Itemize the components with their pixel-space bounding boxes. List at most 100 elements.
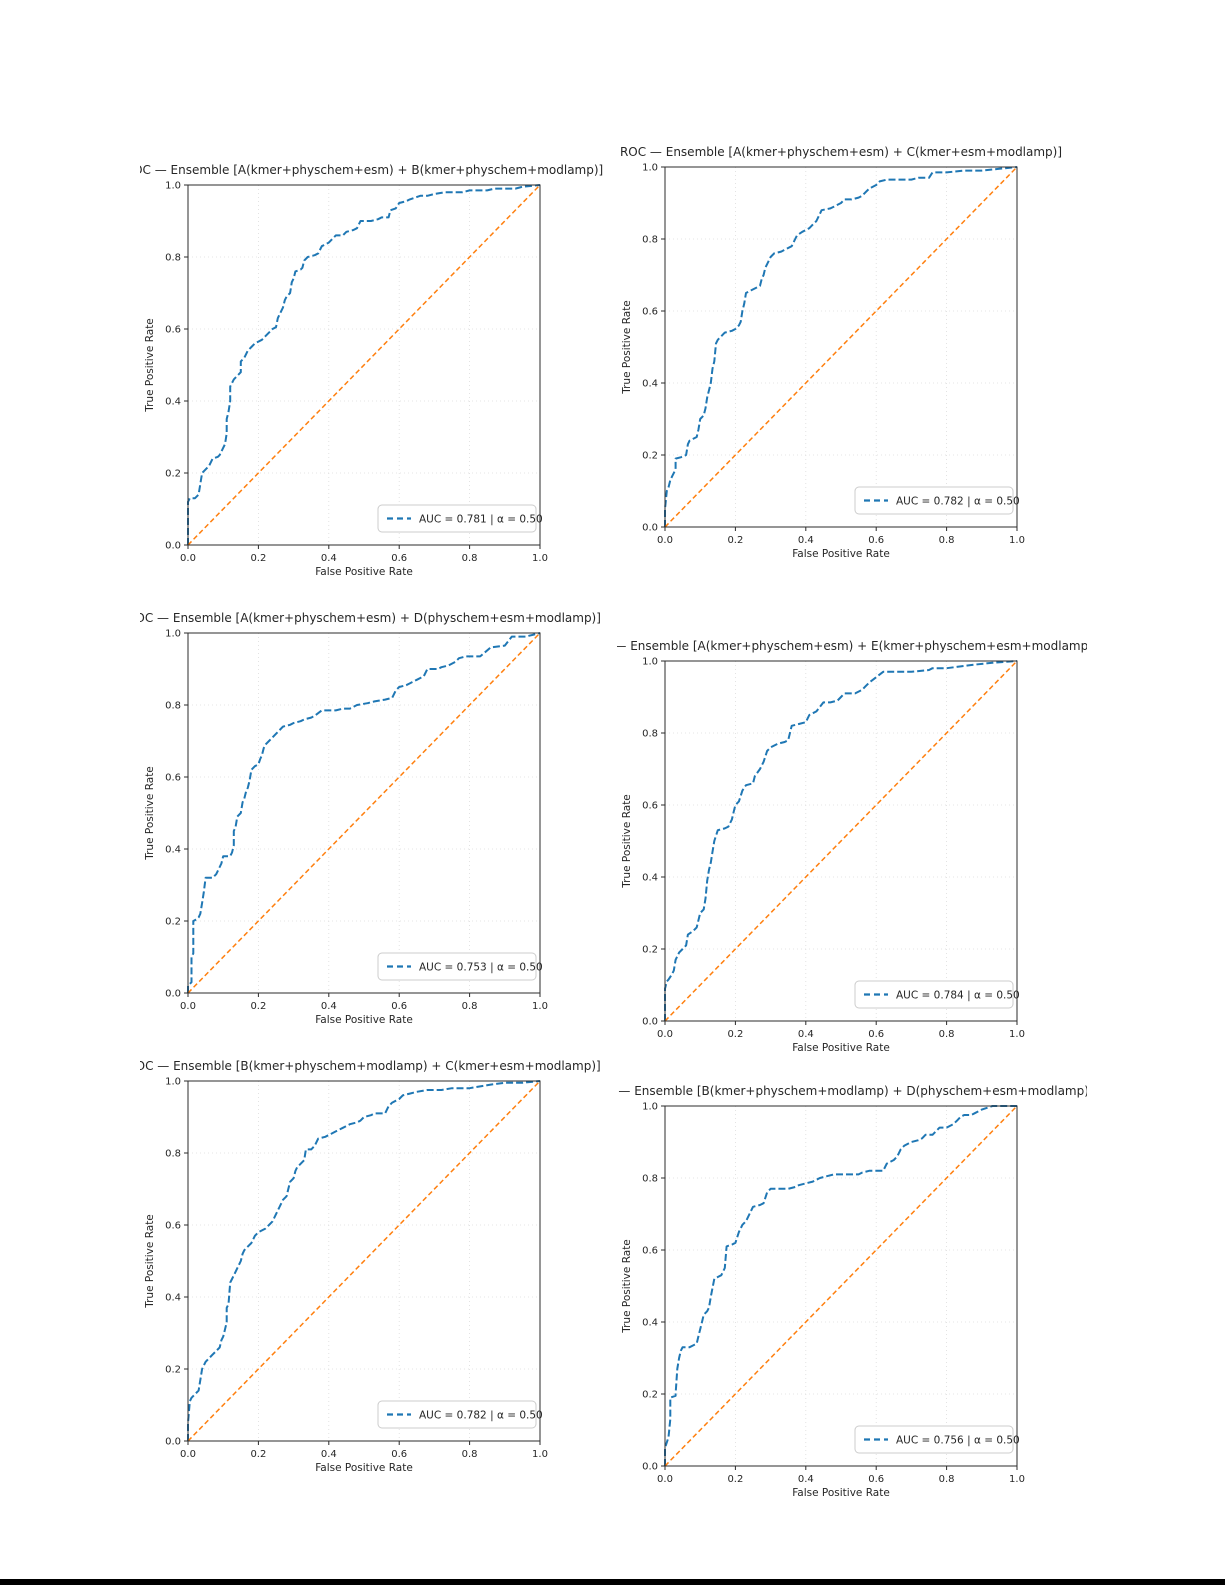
x-tick-label: 0.2 bbox=[727, 1474, 743, 1485]
y-tick-label: 0.4 bbox=[165, 845, 181, 856]
y-axis-label: True Positive Rate bbox=[144, 318, 156, 413]
roc-panel-5: 0.0 0.2 0.4 0.6 0.8 1.0 0.0 0.2 0.4 0.6 0.8 1.0 AUC … bbox=[140, 1053, 610, 1477]
y-axis-label: True Positive Rate bbox=[144, 766, 156, 861]
y-tick-label: 0.4 bbox=[642, 1318, 658, 1329]
x-tick-label: 1.0 bbox=[532, 1449, 548, 1460]
y-tick-label: 0.8 bbox=[165, 1149, 181, 1160]
roc-curve-line bbox=[187, 184, 541, 545]
roc-chart-2: 0.0 0.2 0.4 0.6 0.8 1.0 0.0 0.2 0.4 0.6 0.8 1.0 AUC … bbox=[620, 145, 1062, 560]
legend-label: AUC = 0.784 | α = 0.50 bbox=[896, 989, 1020, 1001]
plot-frame bbox=[664, 1105, 1018, 1467]
x-tick-label: 0.2 bbox=[250, 1001, 266, 1012]
x-tick-label: 0.4 bbox=[321, 1001, 337, 1012]
roc-curve-line bbox=[187, 632, 541, 993]
x-tick-label: 0.0 bbox=[180, 1001, 196, 1012]
y-tick-label: 0.0 bbox=[165, 541, 181, 552]
legend-label: AUC = 0.781 | α = 0.50 bbox=[419, 513, 543, 525]
x-tick-label: 0.0 bbox=[180, 1449, 196, 1460]
y-tick-label: 0.6 bbox=[642, 307, 658, 318]
x-tick-label: 0.2 bbox=[727, 535, 743, 546]
x-axis-label: False Positive Rate bbox=[792, 548, 890, 560]
legend-label: AUC = 0.756 | α = 0.50 bbox=[896, 1434, 1020, 1446]
x-tick-label: 0.0 bbox=[657, 1474, 673, 1485]
x-tick-label: 0.2 bbox=[250, 1449, 266, 1460]
x-tick-label: 1.0 bbox=[1009, 535, 1025, 546]
y-tick-label: 0.8 bbox=[642, 235, 658, 246]
x-tick-label: 0.0 bbox=[657, 535, 673, 546]
x-tick-label: 0.4 bbox=[798, 535, 814, 546]
y-tick-label: 0.6 bbox=[642, 801, 658, 812]
chance-diagonal-line bbox=[187, 632, 541, 994]
chance-diagonal-line bbox=[664, 166, 1018, 528]
y-tick-label: 0.0 bbox=[165, 1437, 181, 1448]
y-tick-label: 0.6 bbox=[165, 773, 181, 784]
legend-label: AUC = 0.782 | α = 0.50 bbox=[419, 1409, 543, 1421]
legend-box bbox=[377, 1400, 537, 1429]
y-tick-label: 0.2 bbox=[165, 1365, 181, 1376]
y-tick-label: 0.4 bbox=[165, 1293, 181, 1304]
legend-box bbox=[377, 504, 537, 533]
chart-title: ROC — Ensemble [A(kmer+physchem+esm) + D… bbox=[140, 611, 601, 625]
y-tick-label: 0.4 bbox=[165, 397, 181, 408]
chance-diagonal-line bbox=[664, 1105, 1018, 1467]
y-tick-label: 0.6 bbox=[165, 325, 181, 336]
y-tick-label: 0.4 bbox=[642, 873, 658, 884]
y-axis-label: True Positive Rate bbox=[144, 1214, 156, 1309]
y-tick-label: 0.0 bbox=[642, 523, 658, 534]
roc-panel-3: 0.0 0.2 0.4 0.6 0.8 1.0 0.0 0.2 0.4 0.6 0.8 1.0 AUC … bbox=[140, 605, 610, 1029]
roc-chart-5: 0.0 0.2 0.4 0.6 0.8 1.0 0.0 0.2 0.4 0.6 0.8 1.0 AUC … bbox=[140, 1059, 601, 1474]
x-axis-label: False Positive Rate bbox=[792, 1042, 890, 1054]
roc-chart-6: 0.0 0.2 0.4 0.6 0.8 1.0 0.0 0.2 0.4 0.6 0.8 1.0 AUC … bbox=[617, 1084, 1087, 1499]
y-tick-label: 0.0 bbox=[165, 989, 181, 1000]
plot-frame bbox=[664, 166, 1018, 528]
x-tick-label: 0.2 bbox=[727, 1029, 743, 1040]
roc-panel-2: 0.0 0.2 0.4 0.6 0.8 1.0 0.0 0.2 0.4 0.6 0.8 1.0 AUC … bbox=[617, 139, 1087, 563]
y-tick-label: 1.0 bbox=[642, 657, 658, 668]
y-tick-label: 0.2 bbox=[165, 917, 181, 928]
plot-frame bbox=[664, 660, 1018, 1022]
legend-label: AUC = 0.782 | α = 0.50 bbox=[896, 495, 1020, 507]
plot-frame bbox=[187, 632, 541, 994]
y-tick-label: 0.8 bbox=[642, 1174, 658, 1185]
plot-frame bbox=[187, 1080, 541, 1442]
y-tick-label: 1.0 bbox=[165, 629, 181, 640]
chart-title: ROC — Ensemble [A(kmer+physchem+esm) + B… bbox=[140, 163, 603, 177]
x-tick-label: 0.4 bbox=[321, 1449, 337, 1460]
y-tick-label: 0.2 bbox=[165, 469, 181, 480]
x-tick-label: 0.6 bbox=[868, 535, 884, 546]
x-tick-label: 0.8 bbox=[939, 1474, 955, 1485]
x-tick-label: 0.0 bbox=[657, 1029, 673, 1040]
x-tick-label: 0.8 bbox=[462, 553, 478, 564]
x-tick-label: 0.0 bbox=[180, 553, 196, 564]
y-tick-label: 0.2 bbox=[642, 1390, 658, 1401]
x-tick-label: 0.8 bbox=[939, 1029, 955, 1040]
y-tick-label: 0.2 bbox=[642, 451, 658, 462]
chart-title: ROC — Ensemble [B(kmer+physchem+modlamp)… bbox=[140, 1059, 601, 1073]
y-tick-label: 1.0 bbox=[165, 1077, 181, 1088]
legend-box bbox=[854, 486, 1014, 515]
y-tick-label: 0.0 bbox=[642, 1462, 658, 1473]
chance-diagonal-line bbox=[187, 1080, 541, 1442]
x-tick-label: 1.0 bbox=[532, 553, 548, 564]
roc-chart-4: 0.0 0.2 0.4 0.6 0.8 1.0 0.0 0.2 0.4 0.6 0.8 1.0 AUC … bbox=[617, 639, 1087, 1054]
y-tick-label: 0.8 bbox=[165, 701, 181, 712]
y-axis-label: True Positive Rate bbox=[621, 1239, 633, 1334]
y-tick-label: 0.6 bbox=[165, 1221, 181, 1232]
x-axis-label: False Positive Rate bbox=[315, 1462, 413, 1474]
y-tick-label: 1.0 bbox=[642, 1102, 658, 1113]
y-tick-label: 0.6 bbox=[642, 1246, 658, 1257]
chart-title: ROC — Ensemble [B(kmer+physchem+modlamp)… bbox=[617, 1084, 1087, 1098]
roc-chart-1: 0.0 0.2 0.4 0.6 0.8 1.0 0.0 0.2 0.4 0.6 0.8 1.0 AUC … bbox=[140, 163, 603, 578]
x-tick-label: 0.2 bbox=[250, 553, 266, 564]
x-tick-label: 0.6 bbox=[391, 1449, 407, 1460]
x-tick-label: 1.0 bbox=[1009, 1474, 1025, 1485]
y-tick-label: 0.8 bbox=[642, 729, 658, 740]
y-tick-label: 0.2 bbox=[642, 945, 658, 956]
legend-label: AUC = 0.753 | α = 0.50 bbox=[419, 961, 543, 973]
y-tick-label: 1.0 bbox=[165, 181, 181, 192]
x-tick-label: 0.6 bbox=[391, 553, 407, 564]
x-tick-label: 0.4 bbox=[321, 553, 337, 564]
roc-curve-line bbox=[664, 660, 1018, 1021]
x-tick-label: 1.0 bbox=[1009, 1029, 1025, 1040]
